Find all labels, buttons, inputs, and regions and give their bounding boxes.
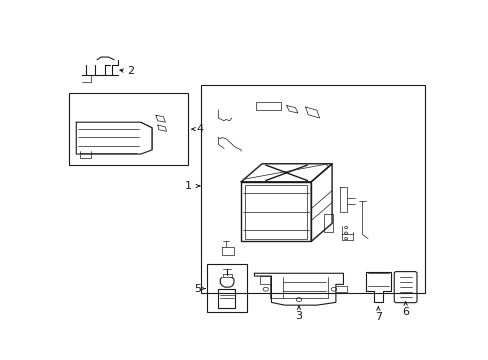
Text: 3: 3	[295, 311, 302, 321]
Text: 5: 5	[194, 284, 201, 293]
Bar	[241, 182, 310, 242]
Bar	[244, 185, 307, 239]
Bar	[256, 102, 280, 110]
Text: 1: 1	[184, 181, 191, 191]
Bar	[222, 274, 231, 277]
Bar	[323, 215, 332, 233]
Bar	[68, 93, 188, 165]
Text: 7: 7	[374, 312, 381, 322]
Text: 6: 6	[401, 307, 408, 317]
Text: 2: 2	[127, 66, 134, 76]
Bar	[201, 85, 424, 293]
Bar	[206, 264, 246, 312]
Text: 4: 4	[196, 124, 203, 134]
